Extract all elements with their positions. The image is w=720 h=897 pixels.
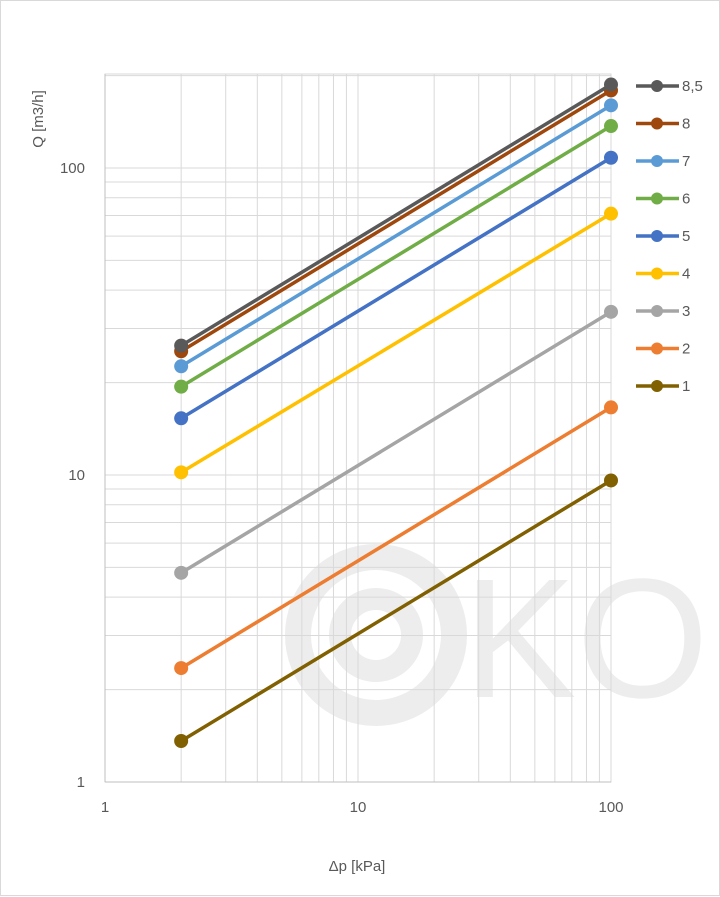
data-point bbox=[604, 150, 618, 165]
legend-label: 7 bbox=[682, 153, 690, 170]
series-8 bbox=[174, 83, 618, 359]
x-axis-title: Δp [kPa] bbox=[329, 858, 386, 875]
data-point bbox=[174, 465, 189, 480]
grid bbox=[104, 73, 612, 783]
legend-item: 1 bbox=[636, 378, 690, 395]
legend-swatch-marker bbox=[651, 230, 663, 242]
data-point bbox=[174, 359, 189, 374]
legend-item: 7 bbox=[636, 153, 690, 170]
y-axis-title: Q [m3/h] bbox=[30, 90, 47, 148]
series-1 bbox=[174, 473, 618, 749]
series-line bbox=[179, 155, 613, 421]
legend-item: 4 bbox=[636, 266, 690, 283]
legend-item: 8 bbox=[636, 116, 690, 133]
series-line bbox=[179, 310, 613, 575]
data-point bbox=[604, 473, 618, 488]
x-tick-label: 100 bbox=[598, 799, 623, 816]
legend-label: 5 bbox=[682, 228, 690, 245]
data-point bbox=[604, 98, 618, 113]
data-point bbox=[174, 565, 189, 580]
series-8,5 bbox=[174, 77, 618, 353]
data-point bbox=[174, 734, 189, 749]
data-point bbox=[604, 77, 618, 92]
legend-swatch-marker bbox=[651, 117, 663, 130]
series-line bbox=[179, 88, 613, 353]
x-tick-label: 1 bbox=[101, 799, 109, 816]
legend-label: 8 bbox=[682, 116, 690, 133]
series-line bbox=[179, 82, 613, 348]
data-point bbox=[604, 119, 618, 134]
y-tick-label: 1 bbox=[77, 774, 85, 791]
legend-label: 1 bbox=[682, 378, 690, 395]
legend-swatch-marker bbox=[651, 80, 663, 92]
data-point bbox=[604, 304, 618, 319]
watermark-text: KOM bbox=[463, 544, 720, 734]
series-5 bbox=[174, 150, 618, 426]
data-point bbox=[174, 411, 189, 426]
data-point bbox=[174, 661, 189, 676]
legend-item: 3 bbox=[636, 303, 690, 320]
legend-swatch-marker bbox=[651, 192, 663, 205]
x-tick-label: 10 bbox=[350, 799, 367, 816]
axes: 1 10 100 1 10 100 bbox=[60, 74, 624, 816]
series-2 bbox=[174, 400, 618, 676]
legend-swatch-marker bbox=[651, 342, 663, 355]
series-line bbox=[179, 478, 613, 743]
legend-label: 4 bbox=[682, 266, 690, 283]
data-point bbox=[174, 379, 189, 394]
series-plot bbox=[174, 77, 618, 749]
series-line bbox=[179, 103, 613, 369]
legend-item: 2 bbox=[636, 341, 690, 358]
series-line bbox=[179, 211, 613, 475]
y-tick-label: 100 bbox=[60, 160, 85, 177]
legend-swatch-marker bbox=[651, 155, 663, 167]
legend-swatch-marker bbox=[651, 380, 663, 392]
legend-item: 8,5 bbox=[636, 78, 703, 95]
data-point bbox=[604, 400, 618, 415]
watermark-outer-ring bbox=[285, 544, 467, 726]
series-line bbox=[179, 405, 613, 670]
series-3 bbox=[174, 304, 618, 580]
legend-item: 6 bbox=[636, 191, 690, 208]
data-point bbox=[604, 206, 618, 221]
legend-label: 2 bbox=[682, 341, 690, 358]
y-tick-label: 10 bbox=[68, 467, 85, 484]
legend-item: 5 bbox=[636, 228, 690, 245]
legend-label: 3 bbox=[682, 303, 690, 320]
legend-label: 6 bbox=[682, 191, 690, 208]
series-line bbox=[179, 124, 613, 389]
legend: 8,5 8 7 6 5 4 3 2 1 bbox=[636, 78, 703, 395]
series-6 bbox=[174, 119, 618, 394]
legend-label: 8,5 bbox=[682, 78, 703, 95]
watermark-inner-ring bbox=[329, 588, 423, 682]
data-point bbox=[174, 338, 189, 353]
legend-swatch-marker bbox=[651, 305, 663, 317]
series-4 bbox=[174, 206, 618, 480]
watermark: KOM bbox=[285, 544, 720, 734]
legend-swatch-marker bbox=[651, 267, 663, 280]
series-7 bbox=[174, 98, 618, 374]
